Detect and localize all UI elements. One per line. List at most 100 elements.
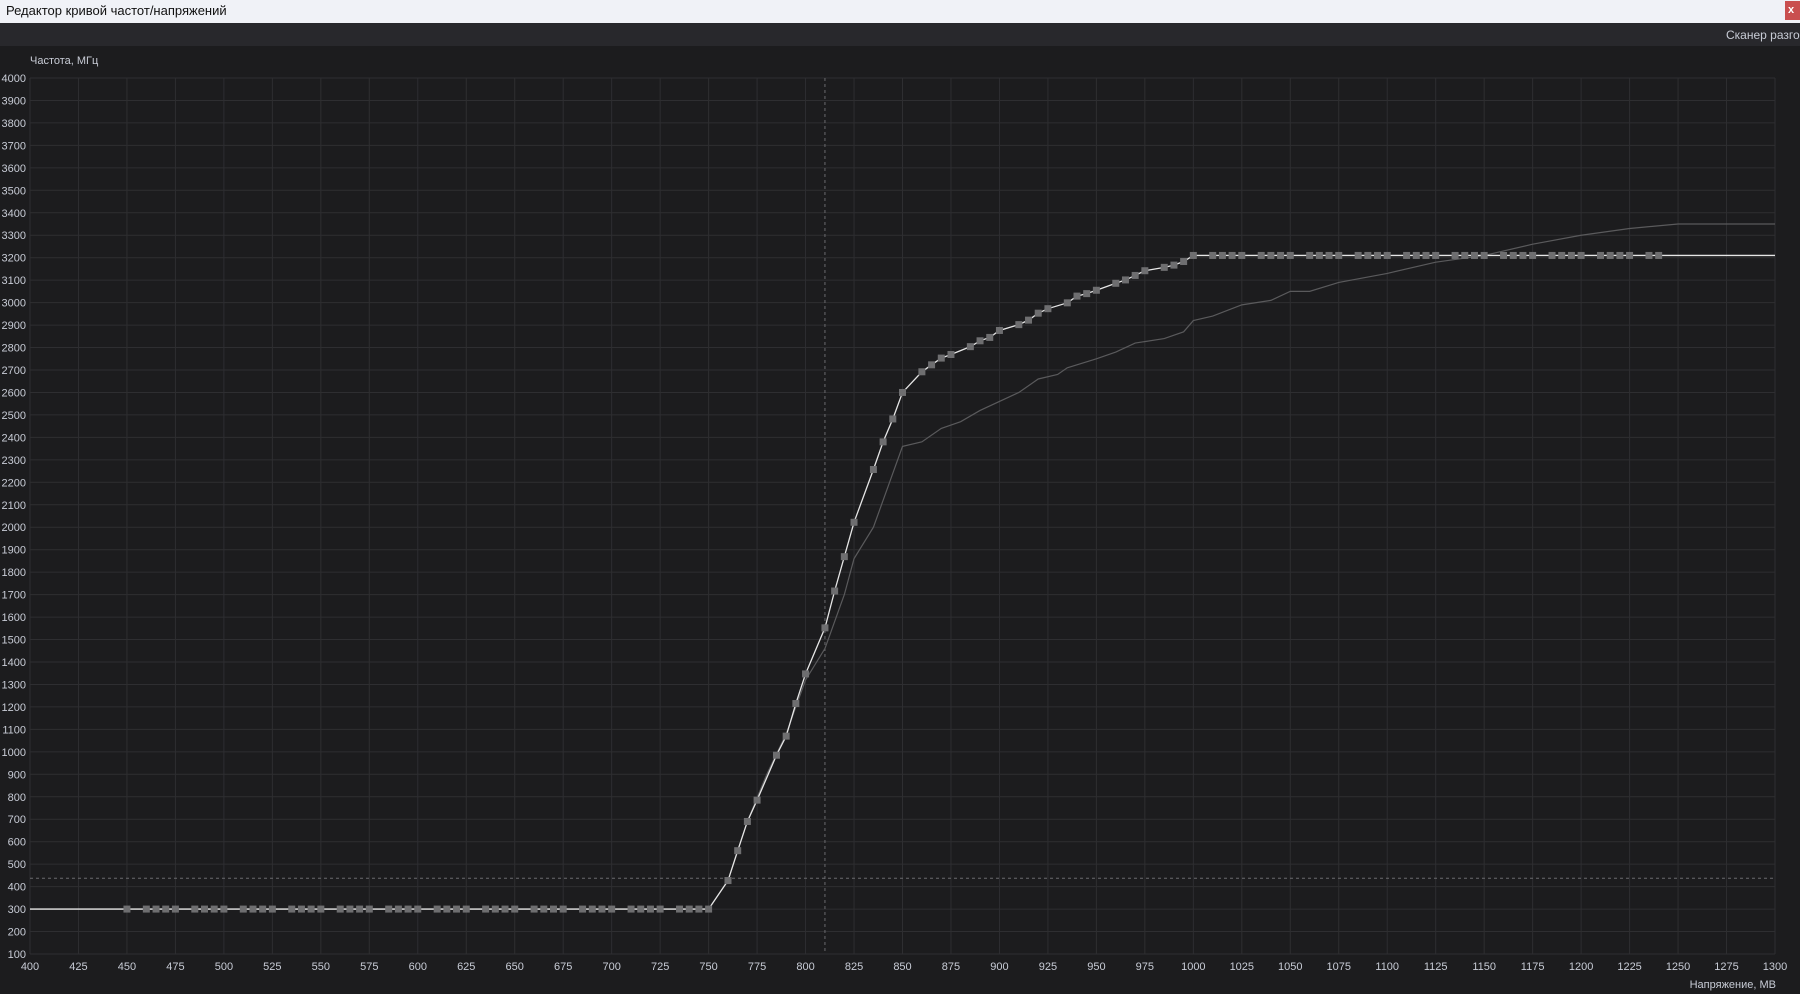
curve-point-handle[interactable] — [918, 368, 926, 376]
curve-point-handle[interactable] — [1092, 286, 1100, 294]
curve-point-handle[interactable] — [1209, 251, 1217, 259]
curve-point-handle[interactable] — [685, 905, 693, 913]
curve-point-handle[interactable] — [772, 751, 780, 759]
curve-point-handle[interactable] — [404, 905, 412, 913]
curve-point-handle[interactable] — [1063, 299, 1071, 307]
curve-point-handle[interactable] — [540, 905, 548, 913]
curve-point-handle[interactable] — [976, 337, 984, 345]
curve-point-handle[interactable] — [1606, 251, 1614, 259]
curve-point-handle[interactable] — [869, 466, 877, 474]
curve-point-handle[interactable] — [530, 905, 538, 913]
curve-point-handle[interactable] — [385, 905, 393, 913]
curve-point-handle[interactable] — [734, 847, 742, 855]
curve-point-handle[interactable] — [831, 587, 839, 595]
curve-point-handle[interactable] — [550, 905, 557, 913]
curve-point-handle[interactable] — [142, 905, 150, 913]
curve-point-handle[interactable] — [123, 905, 131, 913]
curve-point-handle[interactable] — [1277, 251, 1285, 259]
curve-point-handle[interactable] — [1015, 321, 1023, 329]
curve-point-handle[interactable] — [1412, 251, 1420, 259]
curve-point-handle[interactable] — [365, 905, 373, 913]
curve-point-handle[interactable] — [152, 905, 160, 913]
curve-point-handle[interactable] — [394, 905, 402, 913]
curve-point-handle[interactable] — [1422, 251, 1430, 259]
curve-point-handle[interactable] — [1112, 279, 1120, 287]
curve-point-handle[interactable] — [1170, 261, 1178, 269]
curve-point-handle[interactable] — [782, 732, 790, 740]
curve-point-handle[interactable] — [1160, 263, 1168, 271]
curve-point-handle[interactable] — [210, 905, 218, 913]
curve-point-handle[interactable] — [191, 905, 199, 913]
curve-point-handle[interactable] — [889, 415, 897, 423]
curve-point-handle[interactable] — [724, 877, 732, 885]
curve-point-handle[interactable] — [753, 796, 761, 804]
curve-point-handle[interactable] — [1655, 251, 1663, 259]
curve-point-handle[interactable] — [1567, 251, 1575, 259]
curve-point-handle[interactable] — [840, 553, 848, 561]
curve-point-handle[interactable] — [1073, 292, 1081, 300]
curve-point-handle[interactable] — [608, 905, 616, 913]
curve-point-handle[interactable] — [1451, 251, 1459, 259]
curve-point-handle[interactable] — [1121, 276, 1129, 284]
curve-point-handle[interactable] — [637, 905, 645, 913]
curve-point-handle[interactable] — [899, 388, 906, 396]
curve-point-handle[interactable] — [249, 905, 257, 913]
curve-point-handle[interactable] — [239, 905, 247, 913]
curve-point-handle[interactable] — [268, 905, 276, 913]
curve-point-handle[interactable] — [1034, 309, 1042, 317]
curve-point-handle[interactable] — [482, 905, 490, 913]
curve-point-handle[interactable] — [821, 624, 829, 632]
curve-point-handle[interactable] — [356, 905, 364, 913]
curve-point-handle[interactable] — [695, 905, 703, 913]
curve-point-handle[interactable] — [171, 905, 179, 913]
curve-point-handle[interactable] — [559, 905, 567, 913]
curve-point-handle[interactable] — [1131, 271, 1139, 279]
curve-point-handle[interactable] — [1044, 305, 1052, 313]
curve-point-handle[interactable] — [947, 351, 955, 359]
curve-point-handle[interactable] — [1218, 251, 1226, 259]
curve-point-handle[interactable] — [491, 905, 499, 913]
curve-point-handle[interactable] — [1645, 251, 1653, 259]
curve-point-handle[interactable] — [1548, 251, 1556, 259]
curve-point-handle[interactable] — [346, 905, 354, 913]
curve-point-handle[interactable] — [297, 905, 305, 913]
curve-point-handle[interactable] — [937, 354, 945, 362]
curve-point-handle[interactable] — [966, 343, 974, 351]
oc-scanner-button[interactable]: Сканер разгона — [1726, 28, 1800, 42]
curve-point-handle[interactable] — [162, 905, 170, 913]
curve-point-handle[interactable] — [1238, 251, 1246, 259]
curve-point-handle[interactable] — [1432, 251, 1440, 259]
curve-point-handle[interactable] — [1500, 251, 1508, 259]
vf-curve-chart[interactable]: 100 200 300 400 500 600 700 800 900 1000 1100 1200 1… — [0, 46, 1800, 994]
curve-point-handle[interactable] — [1315, 251, 1323, 259]
curve-point-handle[interactable] — [1616, 251, 1624, 259]
curve-point-handle[interactable] — [1025, 316, 1033, 324]
curve-point-handle[interactable] — [802, 670, 810, 678]
curve-point-handle[interactable] — [1461, 251, 1469, 259]
curve-point-handle[interactable] — [414, 905, 422, 913]
curve-point-handle[interactable] — [598, 905, 606, 913]
curve-point-handle[interactable] — [1141, 267, 1149, 275]
curve-point-handle[interactable] — [1383, 251, 1391, 259]
curve-point-handle[interactable] — [443, 905, 451, 913]
curve-point-handle[interactable] — [705, 905, 713, 913]
curve-point-handle[interactable] — [501, 905, 509, 913]
curve-point-handle[interactable] — [1529, 251, 1537, 259]
curve-point-handle[interactable] — [1325, 251, 1333, 259]
curve-point-handle[interactable] — [1354, 251, 1362, 259]
curve-point-handle[interactable] — [1228, 251, 1236, 259]
curve-point-handle[interactable] — [259, 905, 267, 913]
curve-point-handle[interactable] — [511, 905, 519, 913]
curve-point-handle[interactable] — [1189, 251, 1197, 259]
curve-point-handle[interactable] — [646, 905, 654, 913]
curve-point-handle[interactable] — [1335, 251, 1343, 259]
curve-point-handle[interactable] — [1470, 251, 1478, 259]
curve-point-handle[interactable] — [336, 905, 344, 913]
curve-point-handle[interactable] — [1577, 251, 1585, 259]
curve-point-handle[interactable] — [850, 518, 858, 526]
curve-point-handle[interactable] — [995, 326, 1003, 334]
curve-point-handle[interactable] — [1374, 251, 1382, 259]
curve-point-handle[interactable] — [986, 333, 994, 341]
curve-point-handle[interactable] — [928, 361, 936, 369]
curve-point-handle[interactable] — [1519, 251, 1527, 259]
